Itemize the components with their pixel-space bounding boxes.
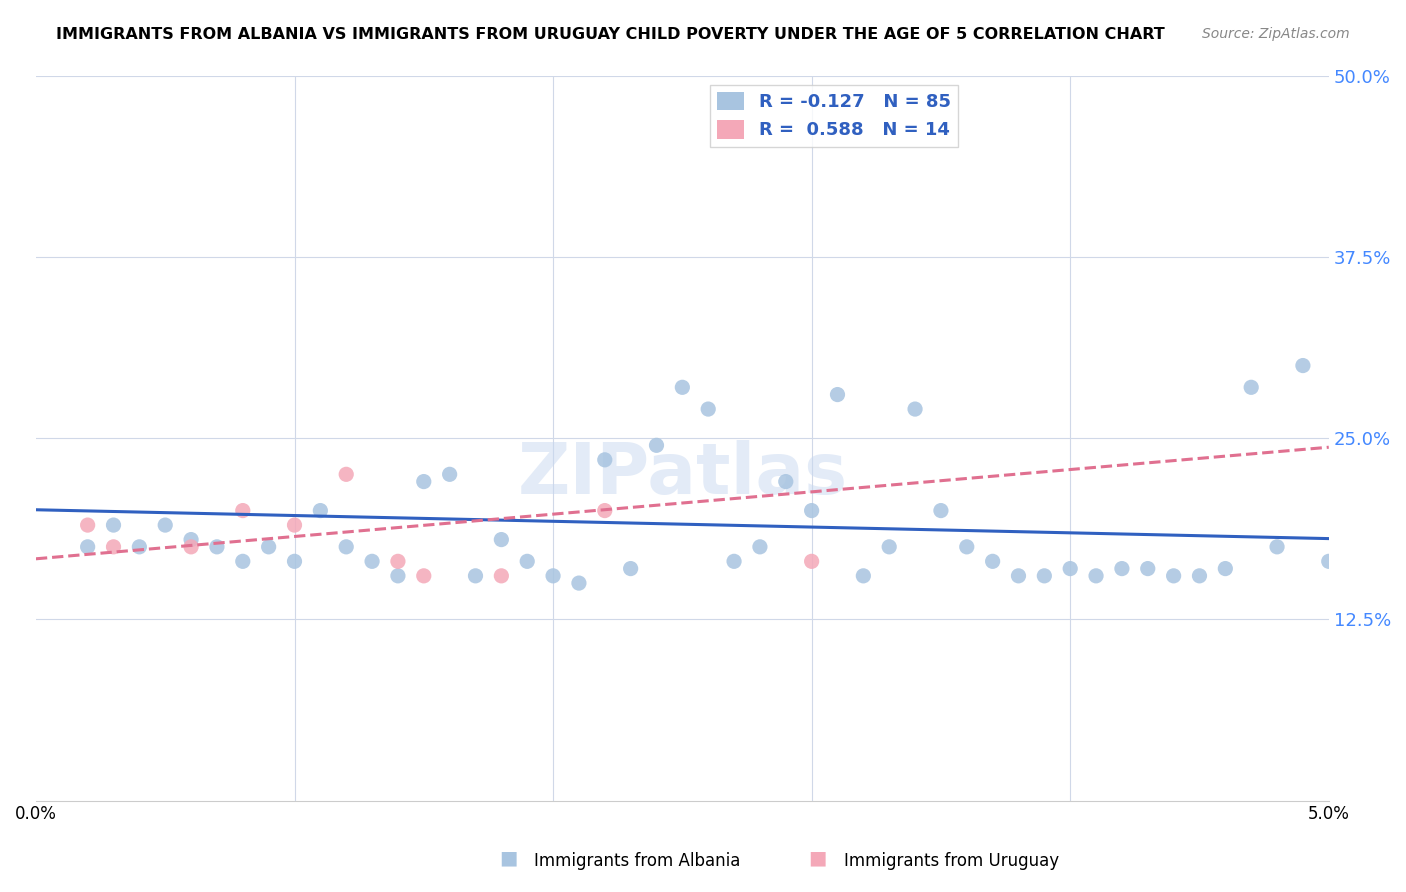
Point	[412, 569, 434, 583]
Point	[1188, 569, 1211, 583]
Text: ■: ■	[499, 848, 517, 867]
Text: ■: ■	[808, 848, 827, 867]
Point	[877, 540, 900, 554]
Point	[1215, 561, 1237, 575]
Point	[128, 540, 150, 554]
Point	[232, 503, 254, 517]
Point	[800, 554, 823, 568]
Point	[387, 569, 409, 583]
Point	[464, 569, 486, 583]
Point	[1007, 569, 1029, 583]
Text: IMMIGRANTS FROM ALBANIA VS IMMIGRANTS FROM URUGUAY CHILD POVERTY UNDER THE AGE O: IMMIGRANTS FROM ALBANIA VS IMMIGRANTS FR…	[56, 27, 1166, 42]
Point	[671, 380, 693, 394]
Point	[1059, 561, 1081, 575]
Point	[904, 402, 927, 417]
Point	[412, 475, 434, 489]
Point	[981, 554, 1004, 568]
Point	[568, 576, 591, 591]
Point	[76, 518, 98, 533]
Point	[155, 518, 177, 533]
Point	[232, 554, 254, 568]
Point	[283, 554, 305, 568]
Point	[593, 452, 616, 467]
Point	[335, 540, 357, 554]
Point	[1163, 569, 1185, 583]
Point	[335, 467, 357, 482]
Point	[257, 540, 280, 554]
Point	[1085, 569, 1108, 583]
Point	[361, 554, 384, 568]
Point	[956, 540, 979, 554]
Point	[491, 569, 513, 583]
Point	[491, 533, 513, 547]
Point	[1136, 561, 1159, 575]
Point	[180, 533, 202, 547]
Text: Immigrants from Uruguay: Immigrants from Uruguay	[844, 852, 1059, 870]
Point	[283, 518, 305, 533]
Point	[516, 554, 538, 568]
Point	[593, 503, 616, 517]
Point	[620, 561, 643, 575]
Point	[1395, 402, 1406, 417]
Point	[1369, 540, 1392, 554]
Point	[1317, 554, 1340, 568]
Point	[180, 540, 202, 554]
Point	[309, 503, 332, 517]
Point	[76, 540, 98, 554]
Text: Immigrants from Albania: Immigrants from Albania	[534, 852, 741, 870]
Legend: R = -0.127   N = 85, R =  0.588   N = 14: R = -0.127 N = 85, R = 0.588 N = 14	[710, 85, 957, 146]
Point	[852, 569, 875, 583]
Point	[541, 569, 564, 583]
Point	[1265, 540, 1288, 554]
Point	[205, 540, 228, 554]
Point	[775, 475, 797, 489]
Point	[1343, 569, 1365, 583]
Text: ZIPatlas: ZIPatlas	[517, 440, 848, 508]
Point	[645, 438, 668, 452]
Point	[1240, 380, 1263, 394]
Point	[929, 503, 952, 517]
Point	[827, 387, 849, 401]
Point	[1033, 569, 1056, 583]
Point	[723, 554, 745, 568]
Point	[1292, 359, 1315, 373]
Point	[748, 540, 770, 554]
Point	[697, 402, 720, 417]
Point	[1111, 561, 1133, 575]
Point	[800, 503, 823, 517]
Point	[103, 540, 125, 554]
Point	[103, 518, 125, 533]
Text: Source: ZipAtlas.com: Source: ZipAtlas.com	[1202, 27, 1350, 41]
Point	[439, 467, 461, 482]
Point	[387, 554, 409, 568]
